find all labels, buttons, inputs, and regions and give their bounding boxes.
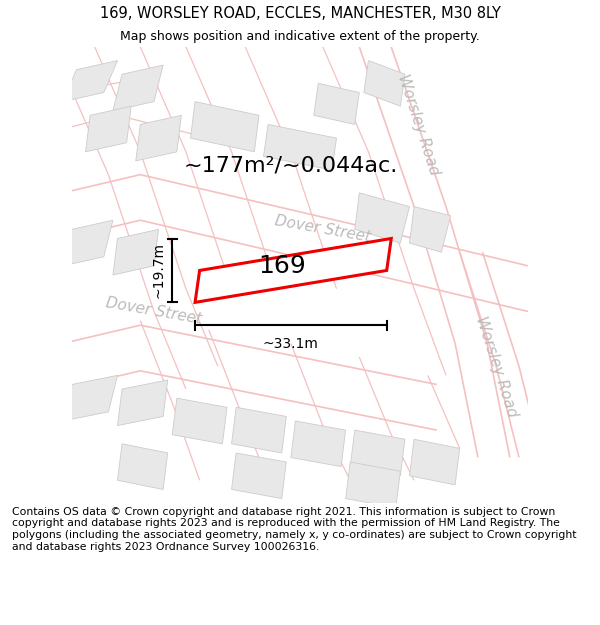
Text: ~19.7m: ~19.7m <box>151 242 166 298</box>
Polygon shape <box>86 106 131 152</box>
Polygon shape <box>355 193 409 243</box>
Polygon shape <box>232 453 286 499</box>
Polygon shape <box>136 115 181 161</box>
Text: 169: 169 <box>258 254 305 278</box>
Polygon shape <box>195 239 391 302</box>
Text: Dover Street: Dover Street <box>274 214 372 245</box>
Polygon shape <box>263 124 337 170</box>
Text: Map shows position and indicative extent of the property.: Map shows position and indicative extent… <box>120 30 480 43</box>
Polygon shape <box>291 421 346 467</box>
Polygon shape <box>346 462 400 508</box>
Polygon shape <box>118 444 167 489</box>
Text: Worsley Road: Worsley Road <box>395 72 442 177</box>
Polygon shape <box>113 229 158 275</box>
Polygon shape <box>409 206 451 252</box>
Text: Worsley Road: Worsley Road <box>473 314 520 419</box>
Polygon shape <box>232 408 286 453</box>
Text: ~177m²/~0.044ac.: ~177m²/~0.044ac. <box>184 156 398 176</box>
Polygon shape <box>350 430 405 476</box>
Polygon shape <box>113 65 163 111</box>
Polygon shape <box>172 398 227 444</box>
Polygon shape <box>63 61 118 102</box>
Polygon shape <box>409 439 460 485</box>
Polygon shape <box>118 380 167 426</box>
Text: 169, WORSLEY ROAD, ECCLES, MANCHESTER, M30 8LY: 169, WORSLEY ROAD, ECCLES, MANCHESTER, M… <box>100 6 500 21</box>
Text: ~33.1m: ~33.1m <box>263 337 319 351</box>
Polygon shape <box>364 61 405 106</box>
Polygon shape <box>63 220 113 266</box>
Polygon shape <box>63 376 118 421</box>
Polygon shape <box>190 102 259 152</box>
Text: Contains OS data © Crown copyright and database right 2021. This information is : Contains OS data © Crown copyright and d… <box>12 507 577 552</box>
Polygon shape <box>314 83 359 124</box>
Text: Dover Street: Dover Street <box>105 296 203 328</box>
